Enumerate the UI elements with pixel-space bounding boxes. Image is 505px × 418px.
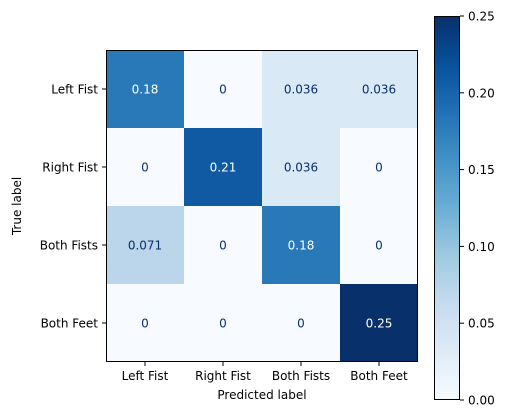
colorbar-tick-label: 0.00: [468, 394, 495, 408]
heatmap-cell: [340, 284, 418, 362]
cell-value-label: 0.071: [128, 239, 162, 253]
x-axis-label: Predicted label: [217, 388, 306, 402]
heatmap-cell: [340, 50, 418, 128]
colorbar-tick-label: 0.20: [468, 86, 495, 100]
cell-value-label: 0.18: [132, 83, 159, 97]
cell-value-label: 0: [375, 161, 383, 175]
cell-value-label: 0.25: [366, 317, 393, 331]
y-axis-ticks: Left Fist Right Fist Both Fists Both Feet: [40, 83, 106, 331]
cell-value-label: 0.21: [210, 161, 237, 175]
colorbar-tick-label: 0.15: [468, 163, 495, 177]
colorbar-ticks: 0.00 0.05 0.10 0.15 0.20 0.25: [460, 10, 495, 408]
y-axis-label: True label: [10, 177, 24, 236]
heatmap-cell: [262, 206, 340, 284]
heatmap-cell: [184, 128, 262, 206]
heatmap-cell: [106, 50, 184, 128]
colorbar-tick-label: 0.25: [468, 10, 495, 24]
heatmap-cell: [184, 50, 262, 128]
heatmap-cell: [262, 50, 340, 128]
colorbar: [434, 16, 460, 400]
heatmap-cells: [106, 50, 418, 362]
heatmap-cell: [106, 128, 184, 206]
x-tick-label: Right Fist: [195, 369, 251, 383]
heatmap-cell: [262, 128, 340, 206]
heatmap-cell: [340, 206, 418, 284]
cell-value-label: 0: [219, 83, 227, 97]
heatmap-cell: [106, 206, 184, 284]
y-tick-label: Left Fist: [51, 83, 98, 97]
x-axis-ticks: Left Fist Right Fist Both Fists Both Feet: [122, 362, 408, 383]
cell-value-label: 0.18: [288, 239, 315, 253]
colorbar-tick-label: 0.05: [468, 317, 495, 331]
heatmap-cell: [262, 284, 340, 362]
heatmap-cell: [340, 128, 418, 206]
cell-value-label: 0: [219, 239, 227, 253]
x-tick-label: Both Fists: [272, 369, 330, 383]
cell-value-label: 0.036: [284, 83, 318, 97]
cell-value-labels: 0.18 0 0.036 0.036 0 0.21 0.036 0 0.071 0 0.18 0 0 0 0…: [128, 83, 396, 331]
x-tick-label: Both Feet: [350, 369, 408, 383]
x-tick-label: Left Fist: [122, 369, 169, 383]
heatmap-cell: [184, 206, 262, 284]
cell-value-label: 0.036: [284, 161, 318, 175]
cell-value-label: 0: [375, 239, 383, 253]
heatmap-cell: [184, 284, 262, 362]
y-tick-label: Right Fist: [42, 161, 98, 175]
cell-value-label: 0: [141, 317, 149, 331]
y-tick-label: Both Feet: [41, 317, 99, 331]
heatmap-cell: [106, 284, 184, 362]
y-tick-label: Both Fists: [40, 239, 98, 253]
cell-value-label: 0.036: [362, 83, 396, 97]
plot-frame: [106, 50, 418, 362]
colorbar-tick-label: 0.10: [468, 240, 495, 254]
cell-value-label: 0: [297, 317, 305, 331]
cell-value-label: 0: [141, 161, 149, 175]
cell-value-label: 0: [219, 317, 227, 331]
